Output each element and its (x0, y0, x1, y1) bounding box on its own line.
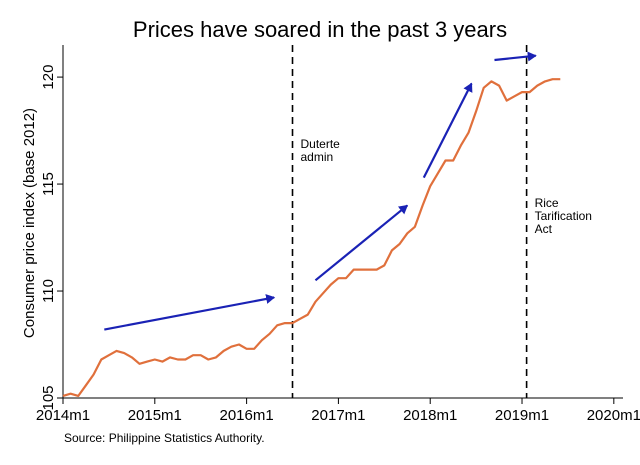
chart-title: Prices have soared in the past 3 years (133, 17, 507, 42)
trend-arrow (422, 82, 473, 179)
y-tick-label: 120 (40, 65, 57, 90)
y-tick-label: 110 (40, 279, 57, 303)
annotation-text: Duterte (301, 137, 341, 151)
annotation-text: Rice (535, 196, 559, 210)
trend-arrows (104, 51, 537, 331)
y-tick-label: 105 (40, 385, 57, 410)
y-axis-label: Consumer price index (base 2012) (21, 108, 38, 338)
y-tick-label: 115 (40, 172, 57, 196)
axes: 105 110 115 120 2014m1 2015m1 2016m1 2017m1 2018… (36, 45, 640, 424)
annotation-text: Act (535, 222, 553, 236)
x-tick-label: 2016m1 (219, 407, 273, 424)
x-tick-label: 2017m1 (311, 407, 365, 424)
series-layer (62, 78, 561, 397)
event-lines (291, 45, 528, 398)
trend-arrow (104, 294, 276, 331)
x-tick-label: 2020m1 (587, 407, 640, 424)
trend-arrow (314, 204, 409, 282)
x-tick-label: 2014m1 (36, 407, 90, 424)
annotation-text: Tarification (535, 209, 592, 223)
annotation-text: admin (301, 150, 334, 164)
trend-arrow (494, 51, 537, 62)
x-tick-label: 2018m1 (403, 407, 457, 424)
cpi-series-line (62, 78, 561, 397)
x-tick-label: 2019m1 (495, 407, 549, 424)
source-note: Source: Philippine Statistics Authority. (64, 431, 265, 445)
x-tick-label: 2015m1 (128, 407, 182, 424)
